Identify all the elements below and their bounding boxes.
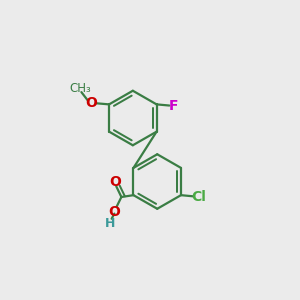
Text: Cl: Cl (191, 190, 206, 204)
Text: O: O (85, 96, 97, 110)
Text: H: H (105, 217, 116, 230)
Text: O: O (109, 205, 120, 219)
Text: O: O (109, 175, 121, 189)
Text: CH₃: CH₃ (69, 82, 91, 95)
Text: F: F (169, 99, 178, 113)
